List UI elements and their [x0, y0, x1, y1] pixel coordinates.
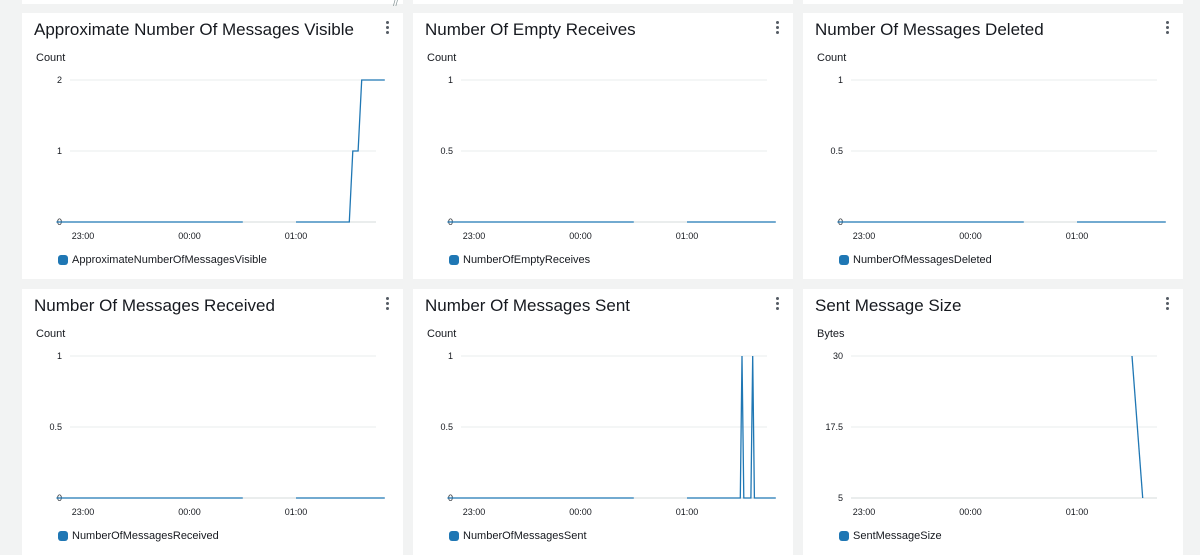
panel-title: Number Of Empty Receives	[425, 20, 636, 39]
x-tick-label: 23:00	[72, 231, 95, 241]
x-tick-label: 01:00	[285, 507, 308, 517]
widget-actions-menu-icon[interactable]	[383, 296, 391, 312]
legend-label: ApproximateNumberOfMessagesVisible	[72, 254, 267, 266]
legend-swatch	[58, 531, 68, 541]
widget-actions-menu-icon[interactable]	[383, 20, 391, 36]
x-tick-label: 00:00	[178, 231, 201, 241]
x-tick-label: 01:00	[676, 231, 699, 241]
y-axis-unit-label: Count	[36, 52, 66, 64]
panel-bottom-edge	[413, 0, 793, 4]
x-tick-label: 00:00	[959, 507, 982, 517]
y-axis-unit-label: Count	[427, 52, 457, 64]
y-tick-label: 1	[838, 75, 843, 85]
x-tick-label: 23:00	[463, 507, 486, 517]
x-tick-label: 23:00	[72, 507, 95, 517]
legend-swatch	[58, 255, 68, 265]
panel-title: Sent Message Size	[815, 296, 962, 315]
y-axis-unit-label: Count	[817, 52, 847, 64]
widget-actions-menu-icon[interactable]	[1163, 296, 1171, 312]
legend-label: NumberOfMessagesDeleted	[853, 254, 992, 266]
y-tick-label: 1	[448, 75, 453, 85]
x-tick-label: 01:00	[285, 231, 308, 241]
legend-item[interactable]: NumberOfMessagesDeleted	[839, 254, 992, 266]
panel-bottom-edge	[803, 0, 1183, 4]
y-tick-label: 0.5	[49, 422, 62, 432]
widget-actions-menu-icon[interactable]	[773, 296, 781, 312]
y-tick-label: 0.5	[440, 422, 453, 432]
y-tick-label: 17.5	[825, 422, 843, 432]
legend-item[interactable]: ApproximateNumberOfMessagesVisible	[58, 254, 267, 266]
widget-panel-messages-received: Number Of Messages Received Count NumberOf…	[22, 289, 403, 555]
panel-bottom-edge	[22, 0, 403, 4]
series-line	[1131, 355, 1144, 499]
legend-label: SentMessageSize	[853, 530, 942, 542]
x-tick-label: 00:00	[959, 231, 982, 241]
legend-item[interactable]: NumberOfMessagesSent	[449, 530, 587, 542]
line-chart: 5 17.5 30 23:00 00:00 01:00	[825, 351, 1157, 517]
legend-item[interactable]: NumberOfEmptyReceives	[449, 254, 590, 266]
y-tick-label: 1	[57, 146, 62, 156]
panel-title: Approximate Number Of Messages Visible	[34, 20, 354, 39]
widget-panel-messages-sent: Number Of Messages Sent Count NumberOfMess…	[413, 289, 793, 555]
x-tick-label: 00:00	[569, 231, 592, 241]
series-line	[296, 79, 385, 223]
x-tick-label: 01:00	[1066, 507, 1089, 517]
y-tick-label: 1	[57, 351, 62, 361]
x-tick-label: 23:00	[463, 231, 486, 241]
legend-label: NumberOfMessagesReceived	[72, 530, 219, 542]
legend-item[interactable]: NumberOfMessagesReceived	[58, 530, 219, 542]
legend-label: NumberOfEmptyReceives	[463, 254, 591, 266]
panel-title: Number Of Messages Received	[34, 296, 275, 315]
x-tick-label: 23:00	[853, 231, 876, 241]
legend-swatch	[449, 255, 459, 265]
y-tick-label: 2	[57, 75, 62, 85]
resize-handle-icon[interactable]: //	[393, 0, 399, 8]
y-tick-label: 5	[838, 493, 843, 503]
widget-actions-menu-icon[interactable]	[1163, 20, 1171, 36]
y-tick-label: 30	[833, 351, 843, 361]
widget-panel-sent-message-size: Sent Message Size Bytes SentMessageSize 5 17…	[803, 289, 1183, 555]
legend-item[interactable]: SentMessageSize	[839, 530, 942, 542]
legend-swatch	[449, 531, 459, 541]
widget-panel-empty-receives: Number Of Empty Receives Count NumberOfEmp…	[413, 13, 793, 279]
widget-panel-messages-deleted: Number Of Messages Deleted Count NumberOfM…	[803, 13, 1183, 279]
x-tick-label: 01:00	[676, 507, 699, 517]
series-line	[687, 355, 776, 499]
y-axis-unit-label: Bytes	[817, 328, 845, 340]
y-tick-label: 0.5	[440, 146, 453, 156]
x-tick-label: 00:00	[178, 507, 201, 517]
y-axis-unit-label: Count	[427, 328, 457, 340]
panel-title: Number Of Messages Sent	[425, 296, 631, 315]
y-tick-label: 0.5	[830, 146, 843, 156]
y-tick-label: 1	[448, 351, 453, 361]
x-tick-label: 23:00	[853, 507, 876, 517]
x-tick-label: 00:00	[569, 507, 592, 517]
widget-panel-messages-visible: Approximate Number Of Messages Visible Co…	[22, 13, 403, 279]
legend-swatch	[839, 531, 849, 541]
legend-label: NumberOfMessagesSent	[463, 530, 587, 542]
legend-swatch	[839, 255, 849, 265]
widget-actions-menu-icon[interactable]	[773, 20, 781, 36]
x-tick-label: 01:00	[1066, 231, 1089, 241]
panel-title: Number Of Messages Deleted	[815, 20, 1044, 39]
y-axis-unit-label: Count	[36, 328, 66, 340]
